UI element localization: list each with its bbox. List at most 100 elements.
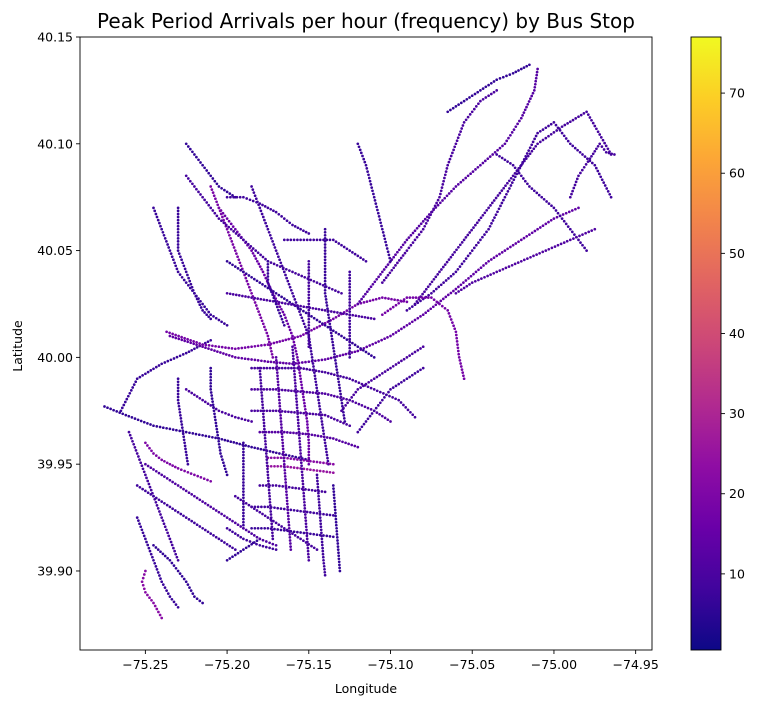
bus-stop-point bbox=[302, 395, 305, 399]
bus-stop-point bbox=[322, 470, 325, 473]
bus-stop-point bbox=[382, 268, 386, 271]
bus-stop-point bbox=[259, 381, 263, 385]
bus-stop-point bbox=[288, 362, 291, 365]
bus-stop-point bbox=[224, 411, 227, 415]
bus-stop-point bbox=[223, 322, 226, 325]
bus-stop-point bbox=[158, 221, 161, 225]
bus-stop-point bbox=[600, 145, 604, 148]
bus-stop-point bbox=[142, 587, 146, 591]
bus-stop-point bbox=[242, 502, 245, 506]
bus-stop-point bbox=[529, 255, 532, 259]
bus-stop-point bbox=[297, 424, 300, 428]
bus-stop-point bbox=[368, 414, 372, 418]
bus-stop-point bbox=[492, 90, 496, 94]
bus-stop-point bbox=[466, 233, 470, 237]
bus-stop-point bbox=[335, 529, 339, 533]
bus-stop-point bbox=[284, 316, 287, 320]
bus-stop-point bbox=[432, 298, 436, 302]
bus-stop-point bbox=[374, 202, 378, 205]
bus-stop-point bbox=[340, 409, 343, 413]
bus-stop-point bbox=[250, 420, 253, 423]
bus-stop-point bbox=[423, 290, 426, 294]
bus-stop-point bbox=[581, 153, 584, 156]
bus-stop-point bbox=[266, 278, 270, 281]
bus-stop-point bbox=[326, 459, 330, 463]
bus-stop-point bbox=[359, 347, 362, 350]
bus-stop-point bbox=[487, 83, 490, 87]
bus-stop-point bbox=[266, 516, 270, 519]
bus-stop-point bbox=[256, 359, 260, 362]
bus-stop-point bbox=[305, 528, 308, 532]
bus-stop-point bbox=[535, 191, 539, 195]
bus-stop-point bbox=[608, 192, 612, 196]
bus-stop-point bbox=[312, 316, 316, 320]
bus-stop-point bbox=[250, 526, 253, 530]
bus-stop-point bbox=[219, 452, 222, 455]
bus-stop-point bbox=[411, 231, 415, 235]
bus-stop-point bbox=[312, 546, 316, 550]
bus-stop-point bbox=[444, 170, 448, 173]
bus-stop-point bbox=[159, 577, 162, 580]
bus-stop-point bbox=[252, 534, 256, 537]
bus-stop-point bbox=[245, 197, 249, 200]
bus-stop-point bbox=[159, 550, 162, 554]
bus-stop-point bbox=[449, 274, 453, 278]
bus-stop-point bbox=[328, 322, 332, 326]
bus-stop-point bbox=[317, 413, 321, 416]
bus-stop-point bbox=[464, 279, 468, 282]
bus-stop-point bbox=[457, 290, 460, 293]
bus-stop-point bbox=[292, 431, 295, 435]
bus-stop-point bbox=[142, 420, 146, 424]
bus-stop-point bbox=[309, 459, 312, 463]
bus-stop-point bbox=[363, 315, 367, 319]
x-axis-label: Longitude bbox=[335, 681, 397, 696]
bus-stop-point bbox=[279, 464, 283, 468]
bus-stop-point bbox=[432, 289, 436, 293]
bus-stop-point bbox=[489, 258, 493, 261]
bus-stop-point bbox=[248, 198, 252, 202]
bus-stop-point bbox=[280, 435, 284, 439]
bus-stop-point bbox=[192, 340, 195, 343]
bus-stop-point bbox=[305, 459, 309, 463]
bus-stop-point bbox=[309, 468, 312, 472]
bus-stop-point bbox=[570, 192, 573, 196]
bus-stop-point bbox=[519, 238, 523, 242]
bus-stop-point bbox=[305, 328, 308, 332]
bus-stop-point bbox=[195, 155, 198, 159]
bus-stop-point bbox=[567, 210, 571, 214]
bus-stop-point bbox=[209, 372, 213, 376]
bus-stop-point bbox=[468, 251, 472, 255]
bus-stop-point bbox=[482, 264, 485, 267]
bus-stop-point bbox=[273, 430, 277, 434]
bus-stop-point bbox=[394, 331, 398, 334]
bus-stop-point bbox=[302, 458, 306, 462]
bus-stop-point bbox=[172, 564, 176, 567]
bus-stop-point bbox=[527, 100, 531, 103]
bus-stop-point bbox=[256, 307, 259, 310]
bus-stop-point bbox=[168, 537, 172, 541]
bus-stop-point bbox=[264, 446, 268, 449]
bus-stop-point bbox=[501, 267, 505, 271]
bus-stop-point bbox=[340, 401, 344, 405]
bus-stop-point bbox=[250, 366, 253, 370]
bus-stop-point bbox=[265, 458, 269, 461]
bus-stop-point bbox=[351, 251, 354, 254]
bus-stop-point bbox=[207, 203, 211, 207]
bus-stop-point bbox=[233, 227, 237, 231]
bus-stop-point bbox=[507, 265, 511, 268]
bus-stop-point bbox=[209, 385, 213, 388]
bus-stop-point bbox=[171, 464, 174, 467]
bus-stop-point bbox=[514, 125, 518, 129]
bus-stop-point bbox=[307, 542, 311, 546]
bus-stop-point bbox=[503, 195, 507, 199]
bus-stop-point bbox=[287, 517, 290, 521]
bus-stop-point bbox=[299, 313, 302, 317]
bus-stop-point bbox=[552, 217, 556, 220]
bus-stop-point bbox=[270, 528, 274, 532]
bus-stop-point bbox=[332, 490, 336, 493]
bus-stop-point bbox=[481, 97, 485, 101]
bus-stop-point bbox=[238, 261, 242, 265]
bus-stop-point bbox=[334, 240, 338, 244]
bus-stop-point bbox=[297, 433, 301, 437]
bus-stop-point bbox=[333, 508, 337, 512]
